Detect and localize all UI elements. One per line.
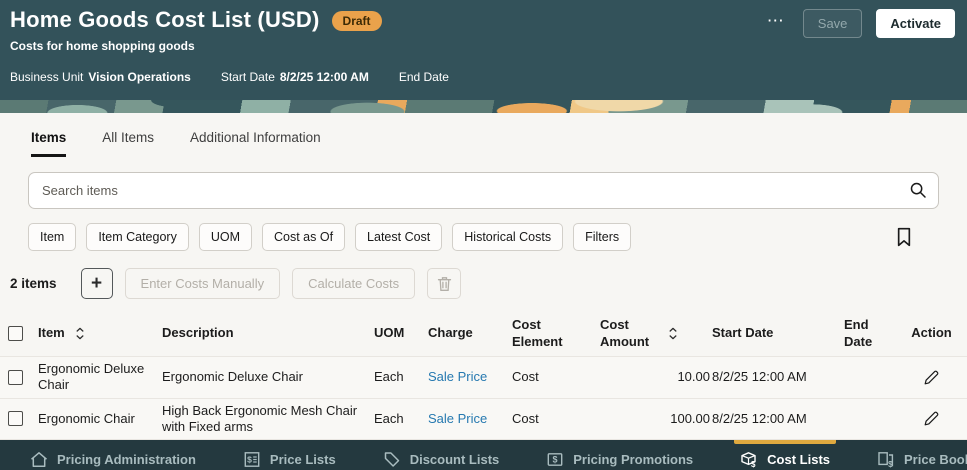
chip-item[interactable]: Item (28, 223, 77, 251)
select-all-checkbox[interactable] (7, 326, 23, 341)
tab-bar: Items All Items Additional Information (31, 130, 967, 157)
filter-chips-row: Item Item Category UOM Cost as Of Latest… (28, 223, 939, 251)
enter-costs-manually-button[interactable]: Enter Costs Manually (124, 268, 281, 299)
start-date-value: 8/2/25 12:00 AM (279, 70, 369, 84)
nav-item-price-books[interactable]: $ Price Books (877, 440, 967, 470)
cell-charge-link[interactable]: Sale Price (428, 410, 488, 426)
add-item-button[interactable]: + (80, 268, 113, 299)
calculate-costs-button[interactable]: Calculate Costs (292, 268, 416, 299)
column-header-start-date[interactable]: Start Date (712, 325, 774, 341)
column-header-action: Action (911, 325, 952, 341)
column-header-charge[interactable]: Charge (428, 325, 473, 341)
tab-additional-information[interactable]: Additional Information (190, 130, 321, 145)
table-header-row: Item Description UOM Charge Cost Element… (0, 311, 967, 356)
tab-all-items[interactable]: All Items (102, 130, 155, 145)
row-checkbox[interactable] (7, 411, 23, 427)
search-icon[interactable] (909, 181, 927, 199)
column-header-description[interactable]: Description (162, 325, 234, 341)
trash-icon (437, 276, 451, 291)
row-checkbox[interactable] (7, 369, 23, 385)
column-header-uom[interactable]: UOM (374, 325, 405, 341)
chip-latest-cost[interactable]: Latest Cost (355, 223, 443, 251)
delete-button[interactable] (427, 268, 462, 299)
cell-cost-amount: 100.00 (670, 410, 710, 426)
bottom-navigation: Pricing Administration $ Price Lists Dis… (0, 440, 967, 470)
activate-button[interactable]: Activate (876, 9, 955, 38)
table-row: Ergonomic Chair High Back Ergonomic Mesh… (0, 397, 967, 440)
page-subtitle: Costs for home shopping goods (10, 39, 195, 53)
cell-item: Ergonomic Chair (38, 410, 135, 426)
business-unit-label: Business Unit (10, 70, 84, 84)
nav-item-price-lists[interactable]: $ Price Lists (243, 440, 336, 470)
cell-item: Ergonomic Deluxe Chair (38, 361, 145, 393)
pencil-icon[interactable] (923, 369, 940, 386)
decorative-pattern-band (0, 100, 967, 113)
cell-cost-element: Cost (512, 369, 539, 385)
cell-uom: Each (374, 369, 404, 385)
items-count: 2 items (10, 276, 57, 291)
price-list-icon: $ (244, 451, 260, 467)
svg-text:$: $ (888, 460, 893, 468)
cell-uom: Each (374, 410, 404, 426)
column-header-item[interactable]: Item (38, 321, 162, 345)
nav-item-cost-lists[interactable]: $ Cost Lists (734, 440, 836, 470)
cell-cost-element: Cost (512, 410, 539, 426)
cell-charge-link[interactable]: Sale Price (428, 369, 488, 385)
more-actions-button[interactable]: ⋯ (766, 11, 785, 30)
cell-start-date: 8/2/25 12:00 AM (712, 369, 807, 385)
save-button[interactable]: Save (802, 9, 863, 38)
cell-description: High Back Ergonomic Mesh Chair with Fixe… (162, 402, 358, 434)
price-book-icon: $ (878, 451, 893, 468)
dollar-box-icon: $ (547, 452, 563, 466)
cell-start-date: 8/2/25 12:00 AM (712, 410, 807, 426)
chip-uom[interactable]: UOM (198, 223, 252, 251)
column-header-cost-amount[interactable]: Cost Amount (600, 313, 712, 354)
main-content: Items All Items Additional Information I… (0, 113, 967, 440)
column-header-cost-element[interactable]: Cost Element (512, 317, 563, 349)
table-row: Ergonomic Deluxe Chair Ergonomic Deluxe … (0, 356, 967, 398)
chip-historical-costs[interactable]: Historical Costs (452, 223, 564, 251)
end-date-label: End Date (398, 70, 449, 84)
tab-items[interactable]: Items (31, 130, 67, 157)
nav-item-pricing-promotions[interactable]: $ Pricing Promotions (546, 440, 693, 470)
svg-text:$: $ (553, 454, 558, 464)
chip-item-category[interactable]: Item Category (86, 223, 189, 251)
search-bar (28, 172, 939, 209)
sort-icon (669, 327, 677, 340)
sort-icon (76, 327, 84, 340)
column-header-end-date[interactable]: End Date (844, 317, 873, 349)
pencil-icon[interactable] (923, 410, 940, 427)
business-unit-value: Vision Operations (88, 70, 191, 84)
svg-text:$: $ (247, 454, 252, 464)
chip-filters[interactable]: Filters (573, 223, 632, 251)
cell-end-date (844, 415, 904, 423)
cell-end-date (844, 373, 904, 381)
page-title: Home Goods Cost List (USD) (10, 7, 320, 32)
status-badge: Draft (331, 10, 382, 32)
header-meta-row: Business Unit Vision Operations Start Da… (10, 70, 955, 84)
nav-item-pricing-administration[interactable]: Pricing Administration (30, 440, 196, 470)
start-date-label: Start Date (220, 70, 275, 84)
bookmark-icon[interactable] (895, 227, 913, 247)
search-input[interactable] (28, 172, 939, 209)
home-icon (31, 451, 47, 467)
table-toolbar: 2 items + Enter Costs Manually Calculate… (10, 268, 957, 299)
page-header: Home Goods Cost List (USD) Draft ⋯ Save … (0, 0, 967, 100)
items-table: Item Description UOM Charge Cost Element… (0, 311, 967, 440)
cost-cube-icon: $ (741, 451, 756, 468)
cell-cost-amount: 10.00 (677, 369, 710, 385)
chip-cost-as-of[interactable]: Cost as Of (262, 223, 346, 251)
nav-item-discount-lists[interactable]: Discount Lists (383, 440, 499, 470)
tag-icon (384, 451, 399, 467)
cell-description: Ergonomic Deluxe Chair (162, 369, 303, 385)
svg-text:$: $ (751, 460, 756, 468)
